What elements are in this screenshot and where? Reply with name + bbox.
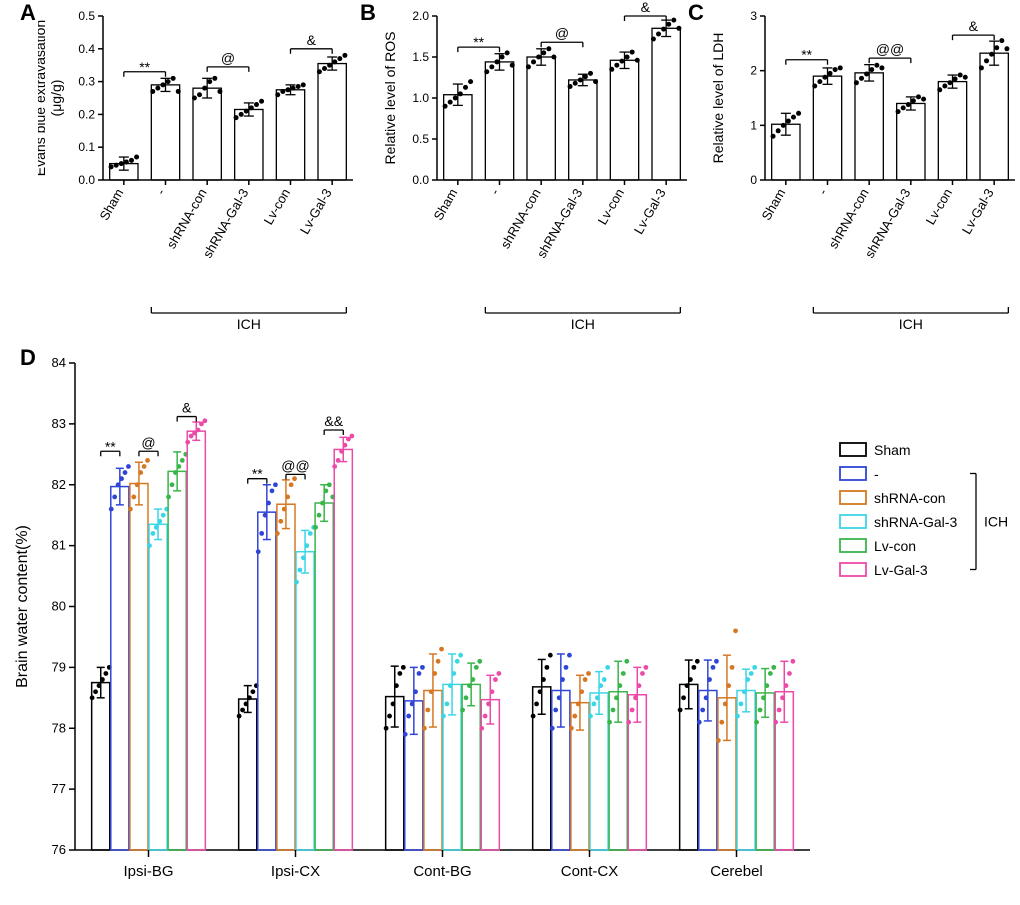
svg-text:Lv-con: Lv-con [261, 186, 294, 227]
svg-text:shRNA-con: shRNA-con [498, 186, 544, 251]
svg-text:&&: && [324, 413, 343, 429]
svg-text:@: @ [141, 434, 155, 450]
svg-text:Cont-BG: Cont-BG [413, 863, 471, 880]
svg-text:Sham: Sham [430, 186, 460, 223]
svg-text:ICH: ICH [984, 514, 1008, 530]
svg-text:Ipsi-BG: Ipsi-BG [123, 863, 173, 880]
svg-text:0.3: 0.3 [78, 75, 95, 89]
svg-text:Relative level of LDH: Relative level of LDH [710, 33, 726, 164]
svg-text:80: 80 [52, 599, 66, 614]
svg-text:Lv-Gal-3: Lv-Gal-3 [959, 186, 997, 237]
svg-text:0: 0 [750, 173, 757, 187]
legend-label: Sham [874, 442, 911, 458]
svg-text:0.5: 0.5 [412, 132, 429, 146]
svg-text:0.0: 0.0 [412, 173, 429, 187]
svg-text:1.5: 1.5 [412, 50, 429, 64]
svg-text:&: & [641, 0, 651, 15]
legend-label: shRNA-Gal-3 [874, 514, 957, 530]
svg-text:3: 3 [750, 9, 757, 23]
svg-text:(μg/g): (μg/g) [48, 80, 64, 117]
svg-text:Lv-con: Lv-con [595, 186, 628, 227]
svg-text:Lv-Gal-3: Lv-Gal-3 [631, 186, 669, 237]
svg-text:&: & [969, 18, 979, 34]
svg-text:Sham: Sham [758, 186, 788, 223]
svg-text:@: @ [221, 50, 235, 66]
chart-panel-b: 0.0 0.5 1.0 1.5 2.0 Relative level of ROS Sham… [372, 0, 692, 345]
svg-text:77: 77 [52, 781, 66, 796]
svg-text:**: ** [473, 34, 484, 50]
svg-text:2: 2 [750, 64, 757, 78]
svg-text:Ipsi-CX: Ipsi-CX [271, 863, 320, 880]
svg-text:-: - [487, 186, 502, 197]
svg-text:@@: @@ [876, 41, 904, 57]
legend-label: - [874, 466, 879, 482]
svg-text:-: - [153, 186, 168, 197]
svg-text:1: 1 [750, 118, 757, 132]
legend-swatch [840, 539, 866, 552]
svg-text:**: ** [801, 47, 812, 63]
svg-text:@@: @@ [281, 457, 309, 473]
svg-text:Cerebel: Cerebel [710, 863, 763, 880]
svg-text:0.0: 0.0 [78, 173, 95, 187]
svg-text:&: & [307, 32, 317, 48]
svg-text:**: ** [105, 438, 116, 454]
svg-text:**: ** [139, 59, 150, 75]
svg-text:shRNA-con: shRNA-con [164, 186, 210, 251]
svg-text:&: & [182, 400, 192, 416]
legend-label: Lv-con [874, 538, 916, 554]
svg-text:82: 82 [52, 477, 66, 492]
svg-text:79: 79 [52, 659, 66, 674]
svg-text:76: 76 [52, 842, 66, 857]
svg-text:Lv-con: Lv-con [923, 186, 956, 227]
svg-text:Relative level of ROS: Relative level of ROS [382, 31, 398, 164]
svg-text:81: 81 [52, 538, 66, 553]
svg-text:Cont-CX: Cont-CX [561, 863, 619, 880]
svg-text:Lv-Gal-3: Lv-Gal-3 [297, 186, 335, 237]
svg-text:0.5: 0.5 [78, 9, 95, 23]
legend-swatch [840, 443, 866, 456]
svg-text:2.0: 2.0 [412, 9, 429, 23]
svg-text:1.0: 1.0 [412, 91, 429, 105]
svg-text:83: 83 [52, 416, 66, 431]
svg-text:@: @ [555, 25, 569, 41]
legend-swatch [840, 515, 866, 528]
legend-label: Lv-Gal-3 [874, 562, 928, 578]
svg-text:Sham: Sham [96, 186, 126, 223]
svg-text:78: 78 [52, 720, 66, 735]
svg-text:ICH: ICH [571, 316, 595, 332]
chart-panel-a: 0.0 0.1 0.2 0.3 0.4 0.5 Evans blue extravasati… [38, 0, 358, 345]
svg-text:0.1: 0.1 [78, 140, 95, 154]
svg-text:Brain water content(%): Brain water content(%) [14, 525, 31, 688]
svg-text:shRNA-con: shRNA-con [826, 186, 872, 251]
chart-panel-c: 0123Relative level of LDHSham-shRNA-cons… [700, 0, 1020, 345]
svg-text:0.4: 0.4 [78, 42, 95, 56]
svg-text:ICH: ICH [899, 316, 923, 332]
svg-text:0.2: 0.2 [78, 107, 95, 121]
svg-text:ICH: ICH [237, 316, 261, 332]
svg-text:Evans blue extravasation: Evans blue extravasation [38, 20, 48, 176]
legend-label: shRNA-con [874, 490, 946, 506]
svg-text:**: ** [252, 466, 263, 482]
legend-swatch [840, 467, 866, 480]
legend-swatch [840, 563, 866, 576]
legend-swatch [840, 491, 866, 504]
svg-text:-: - [815, 186, 830, 197]
panel-a-label: A [20, 0, 36, 26]
svg-text:84: 84 [52, 355, 66, 370]
chart-panel-d: 76 77 78 79 80 81 82 83 84 Brain water content(%)… [0, 345, 1020, 905]
